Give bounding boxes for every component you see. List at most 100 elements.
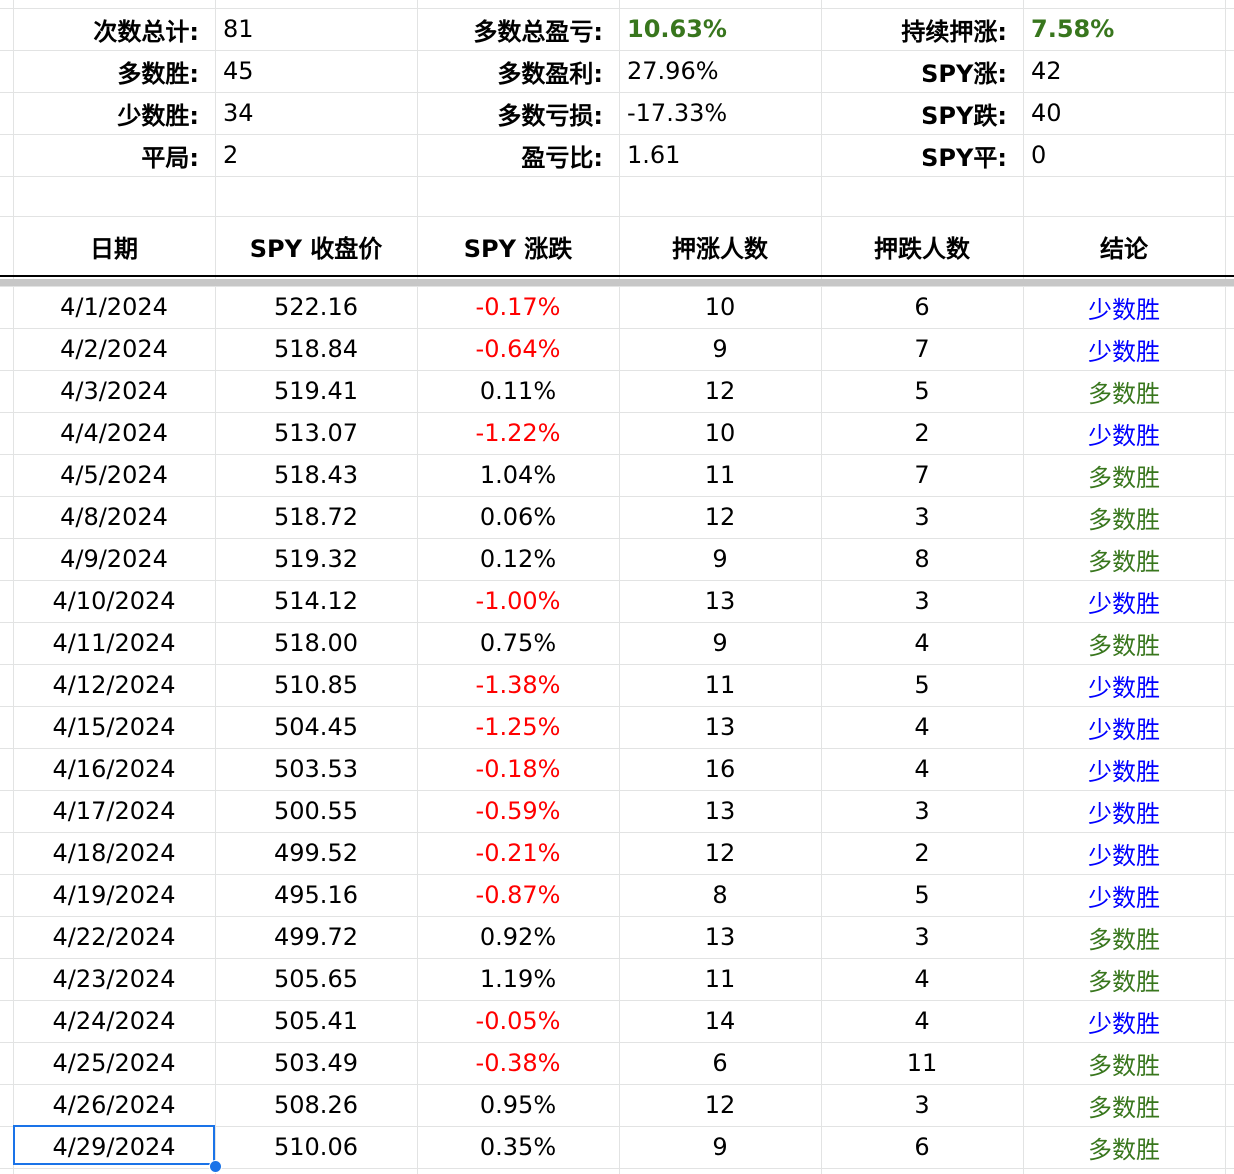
summary-label[interactable]: 多数亏损: <box>497 101 603 130</box>
date-cell[interactable]: 4/11/2024 <box>52 629 176 657</box>
conclusion-cell[interactable]: 少数胜 <box>1088 757 1160 786</box>
change-cell[interactable]: 0.06% <box>479 503 557 531</box>
close-price-cell[interactable]: 519.41 <box>274 377 358 405</box>
change-cell[interactable]: 0.35% <box>479 1133 557 1161</box>
summary-value[interactable]: -17.33% <box>627 99 728 127</box>
summary-value[interactable]: 7.58% <box>1031 15 1115 43</box>
summary-label[interactable]: 平局: <box>141 143 199 172</box>
close-price-cell[interactable]: 499.72 <box>274 923 358 951</box>
close-price-cell[interactable]: 513.07 <box>274 419 358 447</box>
bull-count-cell[interactable]: 11 <box>704 965 736 993</box>
change-cell[interactable]: 0.75% <box>479 629 557 657</box>
summary-value[interactable]: 10.63% <box>627 15 727 43</box>
close-price-cell[interactable]: 508.26 <box>274 1091 358 1119</box>
bear-count-cell[interactable]: 4 <box>914 755 930 783</box>
column-header[interactable]: 结论 <box>1100 234 1148 263</box>
conclusion-cell[interactable]: 多数胜 <box>1088 547 1160 576</box>
summary-label[interactable]: 多数胜: <box>117 59 199 88</box>
bull-count-cell[interactable]: 9 <box>712 545 728 573</box>
column-header[interactable]: SPY 涨跌 <box>463 234 573 263</box>
summary-label[interactable]: 次数总计: <box>93 17 199 46</box>
bull-count-cell[interactable]: 13 <box>704 713 736 741</box>
change-cell[interactable]: -0.87% <box>475 881 561 909</box>
summary-value[interactable]: 40 <box>1031 99 1062 127</box>
date-cell[interactable]: 4/24/2024 <box>52 1007 176 1035</box>
change-cell[interactable]: 0.95% <box>479 1091 557 1119</box>
change-cell[interactable]: -0.38% <box>475 1049 561 1077</box>
bear-count-cell[interactable]: 6 <box>914 293 930 321</box>
summary-value[interactable]: 81 <box>223 15 254 43</box>
bull-count-cell[interactable]: 13 <box>704 587 736 615</box>
fill-handle[interactable] <box>209 1160 222 1173</box>
bear-count-cell[interactable]: 5 <box>914 881 930 909</box>
summary-label[interactable]: 多数总盈亏: <box>473 17 603 46</box>
date-cell[interactable]: 4/15/2024 <box>52 713 176 741</box>
bull-count-cell[interactable]: 10 <box>704 293 736 321</box>
change-cell[interactable]: -0.59% <box>475 797 561 825</box>
bear-count-cell[interactable]: 3 <box>914 587 930 615</box>
bear-count-cell[interactable]: 2 <box>914 839 930 867</box>
close-price-cell[interactable]: 495.16 <box>274 881 358 909</box>
bull-count-cell[interactable]: 9 <box>712 629 728 657</box>
change-cell[interactable]: -0.21% <box>475 839 561 867</box>
bear-count-cell[interactable]: 8 <box>914 545 930 573</box>
date-cell[interactable]: 4/23/2024 <box>52 965 176 993</box>
bear-count-cell[interactable]: 3 <box>914 503 930 531</box>
bear-count-cell[interactable]: 6 <box>914 1133 930 1161</box>
change-cell[interactable]: -0.17% <box>475 293 561 321</box>
change-cell[interactable]: 0.12% <box>479 545 557 573</box>
close-price-cell[interactable]: 514.12 <box>274 587 358 615</box>
conclusion-cell[interactable]: 少数胜 <box>1088 799 1160 828</box>
active-cell-selection[interactable] <box>13 1125 215 1165</box>
bull-count-cell[interactable]: 6 <box>712 1049 728 1077</box>
close-price-cell[interactable]: 519.32 <box>274 545 358 573</box>
bear-count-cell[interactable]: 3 <box>914 923 930 951</box>
conclusion-cell[interactable]: 多数胜 <box>1088 1051 1160 1080</box>
bear-count-cell[interactable]: 4 <box>914 629 930 657</box>
date-cell[interactable]: 4/16/2024 <box>52 755 176 783</box>
close-price-cell[interactable]: 499.52 <box>274 839 358 867</box>
change-cell[interactable]: -0.64% <box>475 335 561 363</box>
bull-count-cell[interactable]: 13 <box>704 797 736 825</box>
conclusion-cell[interactable]: 少数胜 <box>1088 1009 1160 1038</box>
conclusion-cell[interactable]: 多数胜 <box>1088 1093 1160 1122</box>
change-cell[interactable]: -0.05% <box>475 1007 561 1035</box>
bear-count-cell[interactable]: 5 <box>914 377 930 405</box>
summary-label[interactable]: 盈亏比: <box>521 143 603 172</box>
summary-value[interactable]: 27.96% <box>627 57 719 85</box>
bear-count-cell[interactable]: 7 <box>914 461 930 489</box>
summary-value[interactable]: 42 <box>1031 57 1062 85</box>
bear-count-cell[interactable]: 4 <box>914 1007 930 1035</box>
summary-label[interactable]: SPY跌: <box>921 101 1007 130</box>
close-price-cell[interactable]: 505.65 <box>274 965 358 993</box>
conclusion-cell[interactable]: 少数胜 <box>1088 883 1160 912</box>
bull-count-cell[interactable]: 10 <box>704 419 736 447</box>
conclusion-cell[interactable]: 多数胜 <box>1088 631 1160 660</box>
conclusion-cell[interactable]: 多数胜 <box>1088 925 1160 954</box>
bear-count-cell[interactable]: 5 <box>914 671 930 699</box>
conclusion-cell[interactable]: 少数胜 <box>1088 715 1160 744</box>
summary-label[interactable]: SPY涨: <box>921 59 1007 88</box>
change-cell[interactable]: -0.18% <box>475 755 561 783</box>
change-cell[interactable]: -1.00% <box>475 587 561 615</box>
bull-count-cell[interactable]: 11 <box>704 671 736 699</box>
date-cell[interactable]: 4/3/2024 <box>60 377 168 405</box>
bear-count-cell[interactable]: 11 <box>906 1049 938 1077</box>
column-header[interactable]: SPY 收盘价 <box>249 234 383 263</box>
summary-value[interactable]: 34 <box>223 99 254 127</box>
bull-count-cell[interactable]: 16 <box>704 755 736 783</box>
bull-count-cell[interactable]: 9 <box>712 335 728 363</box>
conclusion-cell[interactable]: 少数胜 <box>1088 295 1160 324</box>
bear-count-cell[interactable]: 3 <box>914 1091 930 1119</box>
close-price-cell[interactable]: 510.06 <box>274 1133 358 1161</box>
bull-count-cell[interactable]: 12 <box>704 1091 736 1119</box>
summary-label[interactable]: 少数胜: <box>117 101 199 130</box>
conclusion-cell[interactable]: 少数胜 <box>1088 421 1160 450</box>
date-cell[interactable]: 4/10/2024 <box>52 587 176 615</box>
summary-label[interactable]: 多数盈利: <box>497 59 603 88</box>
close-price-cell[interactable]: 504.45 <box>274 713 358 741</box>
change-cell[interactable]: 0.92% <box>479 923 557 951</box>
date-cell[interactable]: 4/5/2024 <box>60 461 168 489</box>
change-cell[interactable]: -1.25% <box>475 713 561 741</box>
conclusion-cell[interactable]: 多数胜 <box>1088 463 1160 492</box>
